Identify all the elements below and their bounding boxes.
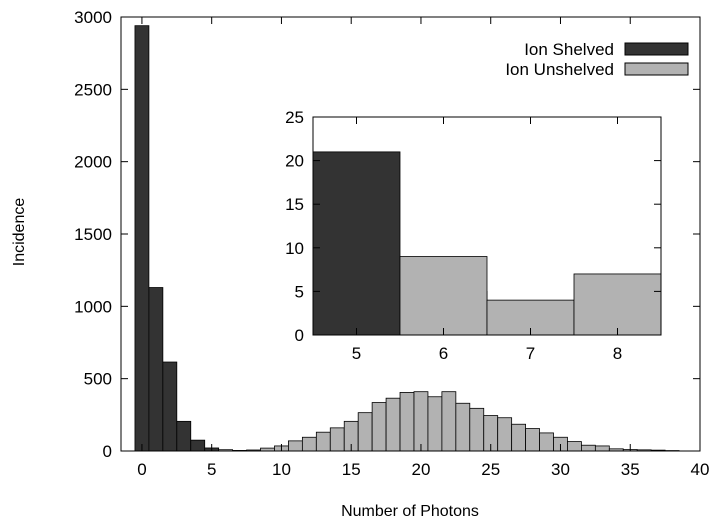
main-x-tick-label: 15 <box>342 460 361 479</box>
main-y-tick-label: 3000 <box>74 8 112 27</box>
main-plot-frame <box>120 16 701 452</box>
main-bars <box>134 25 680 452</box>
inset-bar-s1-x8 <box>573 273 662 336</box>
main-bar-s1-x18 <box>385 397 401 452</box>
main-bar-s0-x0 <box>134 25 150 452</box>
main-bar-s1-x27 <box>511 423 527 452</box>
main-bar-s1-x16 <box>357 412 373 452</box>
inset-y-tick-label: 5 <box>295 282 304 301</box>
main-bar-s1-x22 <box>441 391 457 452</box>
main-bar-s1-x26 <box>497 417 513 452</box>
main-bar-s1-x28 <box>525 428 540 452</box>
inset-plot-frame <box>312 116 662 336</box>
main-x-tick-label: 25 <box>481 460 500 479</box>
main-bar-s0-x4 <box>190 439 206 452</box>
main-bar-s1-x17 <box>371 402 387 452</box>
main-bar-s1-x23 <box>455 402 471 452</box>
main-y-tick-label: 2500 <box>74 80 112 99</box>
inset-y-tick-label: 15 <box>285 195 304 214</box>
main-bar-s1-x11 <box>288 440 303 452</box>
main-bar-s1-x31 <box>567 441 582 452</box>
main-x-tick-label: 10 <box>272 460 291 479</box>
main-bar-s1-x13 <box>315 431 331 452</box>
main-bar-s0-x3 <box>176 420 192 452</box>
main-bar-s1-x33 <box>594 445 610 452</box>
legend-label-ion-shelved: Ion Shelved <box>524 40 614 59</box>
inset-x-tick-label: 8 <box>613 344 622 363</box>
legend: Ion Shelved Ion Unshelved <box>505 40 689 79</box>
main-x-tick-label: 30 <box>551 460 570 479</box>
main-bar-s1-x14 <box>329 427 345 452</box>
main-bar-s1-x19 <box>399 392 415 452</box>
main-y-tick-label: 1000 <box>74 297 112 316</box>
main-bar-s1-x29 <box>539 432 554 452</box>
x-axis-title: Number of Photons <box>341 503 479 520</box>
main-x-tick-label: 0 <box>137 460 146 479</box>
inset-x-tick-label: 6 <box>439 344 448 363</box>
inset-bar-s0-x5 <box>312 151 401 336</box>
main-x-tick-label: 20 <box>412 460 431 479</box>
y-axis-title: Incidence <box>11 198 28 267</box>
legend-swatch-ion-shelved <box>624 42 689 56</box>
main-y-tick-label: 2000 <box>74 153 112 172</box>
main-x-tick-label: 40 <box>691 460 710 479</box>
main-x-tick-label: 5 <box>207 460 216 479</box>
inset-y-tick-label: 20 <box>285 152 304 171</box>
main-y-tick-label: 500 <box>84 370 112 389</box>
main-bar-s1-x32 <box>581 444 596 452</box>
main-x-tick-label: 35 <box>621 460 640 479</box>
main-bar-s0-x2 <box>162 361 178 452</box>
inset-bars <box>312 151 662 336</box>
inset-y-tick-label: 25 <box>285 108 304 127</box>
legend-swatch-ion-unshelved <box>624 62 689 76</box>
inset-x-tick-label: 7 <box>526 344 535 363</box>
inset-x-tick-label: 5 <box>352 344 361 363</box>
main-y-tick-label: 1500 <box>74 225 112 244</box>
legend-label-ion-unshelved: Ion Unshelved <box>505 60 614 79</box>
inset-ticks: 5 6 7 8 0 5 10 15 20 25 <box>285 108 661 363</box>
main-bar-s1-x20 <box>413 391 429 452</box>
main-bar-s1-x12 <box>301 436 317 452</box>
inset-bar-s1-x6 <box>399 256 488 336</box>
main-y-tick-label: 0 <box>103 442 112 461</box>
inset-y-tick-label: 10 <box>285 239 304 258</box>
main-bar-s1-x21 <box>427 396 443 452</box>
main-ticks: 0 5 10 15 20 25 30 35 40 0 500 1000 1500 2000 2500 3000 <box>74 8 709 479</box>
main-bar-s0-x1 <box>148 287 164 452</box>
inset-y-tick-label: 0 <box>295 326 304 345</box>
main-bar-s1-x24 <box>469 407 485 452</box>
